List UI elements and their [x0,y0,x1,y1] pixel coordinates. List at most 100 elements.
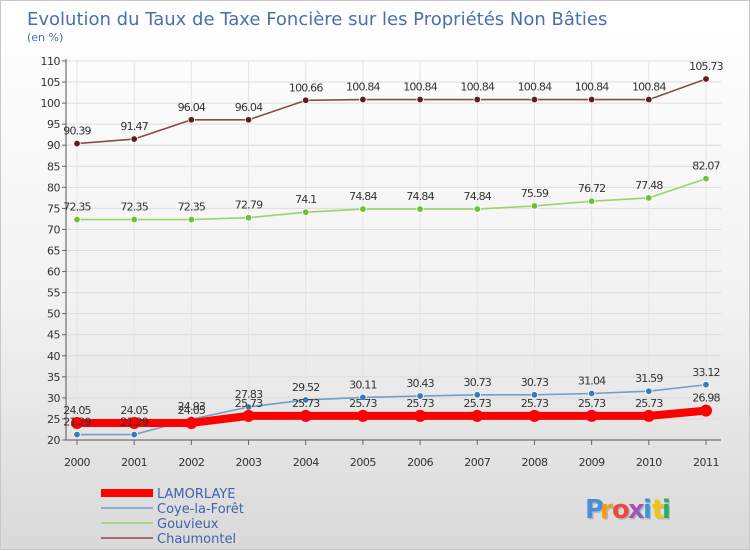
data-label-lamorlaye-2006: 25.73 [406,397,434,410]
data-label-coye-la-for-t-2005: 30.11 [349,378,377,391]
logo-letter-4: i [643,495,652,525]
series-layer [71,75,712,439]
y-tick-label-105: 105 [41,76,61,89]
data-label-lamorlaye-2005: 25.73 [349,397,377,410]
point-lamorlaye-2006 [414,409,427,422]
legend-label-lamorlaye: LAMORLAYE [157,487,236,502]
data-label-gouvieux-2008: 75.59 [521,187,549,200]
data-label-lamorlaye-2004: 25.73 [292,397,320,410]
point-gouvieux-2009 [587,197,596,205]
point-lamorlaye-2010 [642,409,655,422]
legend-label-chaumontel: Chaumontel [157,532,236,547]
data-label-chaumontel-2001: 91.47 [120,120,148,133]
data-label-chaumontel-2005: 100.84 [346,81,380,94]
point-chaumontel-2007 [473,95,481,104]
axes: 20 25 30 35 40 45 50 55 60 65 70 75 80 85 90 95 100 105 11… [41,55,721,469]
data-label-chaumontel-2003: 96.04 [235,101,263,114]
data-label-coye-la-for-t-2006: 30.43 [406,377,434,390]
x-tick-label-2005: 2005 [350,456,376,469]
data-label-gouvieux-2002: 72.35 [178,201,206,214]
logo-letter-shadow-4: i [644,497,653,527]
legend-label-gouvieux: Gouvieux [157,517,219,532]
y-tick-label-35: 35 [47,371,60,384]
legend-label-coye-la-for-t: Coye-la-Forêt [157,502,244,517]
logo-letter-1: r [600,495,613,525]
data-label-chaumontel-2009: 100.84 [575,81,609,94]
y-tick-label-40: 40 [47,350,60,363]
data-label-gouvieux-2006: 74.84 [406,190,434,203]
series-line-coye-la-for-t [77,383,707,436]
point-lamorlaye-2011 [700,404,712,417]
point-chaumontel-2004 [302,96,310,105]
point-coye-la-for-t-2005 [359,393,367,402]
point-lamorlaye-2009 [585,409,598,422]
point-chaumontel-2003 [244,116,253,124]
logo-letter-2: o [612,495,630,525]
point-gouvieux-2004 [302,208,310,216]
point-coye-la-for-t-2001 [130,430,138,439]
point-coye-la-for-t-2010 [645,387,653,395]
data-label-coye-la-for-t-2007: 30.73 [464,376,492,389]
data-label-coye-la-for-t-2004: 29.52 [292,381,320,394]
data-label-gouvieux-2005: 74.84 [349,190,377,203]
series-line-lamorlaye [77,406,707,427]
data-label-chaumontel-2007: 100.84 [460,81,494,94]
y-tick-label-95: 95 [47,118,60,131]
data-label-lamorlaye-2002: 24.05 [178,404,206,417]
data-label-lamorlaye-2001: 24.05 [120,404,148,417]
y-tick-label-20: 20 [47,434,60,447]
y-tick-label-65: 65 [47,245,60,258]
x-tick-label-2006: 2006 [407,456,433,469]
data-label-chaumontel-2008: 100.84 [518,81,552,94]
data-label-coye-la-for-t-2010: 31.59 [635,372,663,385]
point-coye-la-for-t-2011 [702,381,710,389]
point-lamorlaye-2001 [128,416,141,429]
logo-letter-3: x [628,495,645,525]
data-labels-layer: 90.39 91.47 96.04 96.04 100.66 100.84 100.84 10… [63,60,724,429]
data-label-lamorlaye-2000: 24.05 [63,404,91,417]
data-label-coye-la-for-t-2011: 33.12 [692,366,720,379]
data-label-coye-la-for-t-2009: 31.04 [578,375,606,388]
y-tick-label-45: 45 [47,329,60,342]
x-tick-label-2003: 2003 [236,456,262,469]
point-coye-la-for-t-2000 [73,430,81,439]
point-coye-la-for-t-2004 [302,396,310,404]
point-coye-la-for-t-2009 [587,389,596,398]
data-label-chaumontel-2006: 100.84 [403,81,437,94]
point-lamorlaye-2004 [299,409,312,422]
x-tick-label-2007: 2007 [464,456,490,469]
point-coye-la-for-t-2007 [473,391,481,399]
point-lamorlaye-2008 [528,409,541,422]
data-label-gouvieux-2010: 77.48 [635,179,663,192]
data-label-chaumontel-2010: 100.84 [632,81,666,94]
point-coye-la-for-t-2008 [530,391,539,399]
x-tick-label-2000: 2000 [64,456,90,469]
point-gouvieux-2001 [130,215,138,224]
data-label-chaumontel-2004: 100.66 [289,81,323,94]
point-chaumontel-2008 [530,95,539,104]
data-label-gouvieux-2001: 72.35 [120,201,148,214]
point-chaumontel-2011 [702,75,710,83]
grid [66,60,721,441]
point-gouvieux-2006 [416,205,424,213]
y-tick-label-100: 100 [41,97,61,110]
logo-letter-shadow-6: i [663,497,672,527]
point-gouvieux-2011 [702,174,710,183]
data-label-gouvieux-2000: 72.35 [63,201,91,214]
data-label-coye-la-for-t-2003: 27.83 [235,388,263,401]
point-lamorlaye-2003 [242,409,255,422]
point-chaumontel-2000 [73,139,81,148]
x-tick-label-2001: 2001 [121,456,147,469]
logo-letter-0: P [585,495,604,525]
logo-letter-shadow-0: P [586,497,605,527]
data-label-lamorlaye-2007: 25.73 [464,397,492,410]
x-tick-label-2004: 2004 [293,456,319,469]
point-chaumontel-2009 [587,95,596,104]
y-tick-label-60: 60 [47,266,60,279]
point-gouvieux-2000 [73,215,81,224]
x-tick-label-2008: 2008 [521,456,547,469]
data-label-gouvieux-2009: 76.72 [578,182,606,195]
